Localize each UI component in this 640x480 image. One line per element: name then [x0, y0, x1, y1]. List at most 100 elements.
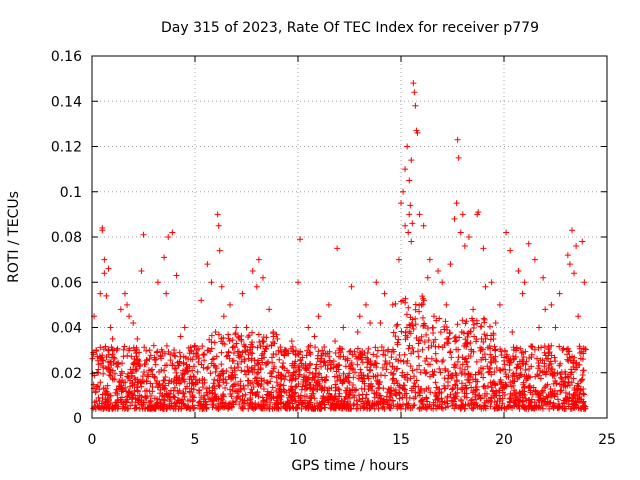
roti-point-bg: [336, 393, 343, 400]
roti-point-bg: [293, 405, 300, 412]
roti-point-bg: [414, 366, 421, 373]
roti-point-bg: [430, 372, 437, 379]
roti-point: [274, 335, 281, 342]
roti-point-bg: [575, 361, 582, 368]
roti-point: [198, 297, 205, 304]
roti-point-bg: [313, 361, 320, 368]
roti-point-bg: [425, 337, 432, 344]
roti-point-bg: [99, 391, 106, 398]
roti-point-bg: [178, 404, 185, 411]
roti-point-bg: [159, 382, 166, 389]
roti-point-bg: [346, 395, 353, 402]
roti-point: [488, 279, 495, 286]
roti-point-bg: [323, 373, 330, 380]
roti-point-bg: [281, 376, 288, 383]
roti-point-bg: [492, 346, 499, 353]
roti-point-bg: [255, 381, 262, 388]
roti-point-bg: [369, 387, 376, 394]
roti-point-bg: [108, 354, 115, 361]
roti-point-bg: [136, 363, 143, 370]
roti-point-bg: [421, 366, 428, 373]
roti-point-bg: [234, 348, 241, 355]
roti-point-bg: [328, 361, 335, 368]
roti-point-bg: [526, 355, 533, 362]
roti-point-bg: [233, 388, 240, 395]
roti-point-bg: [407, 375, 414, 382]
roti-point-bg: [280, 360, 287, 367]
roti-point-bg: [371, 394, 378, 401]
roti-point-bg: [379, 364, 386, 371]
roti-point-bg: [312, 373, 319, 380]
roti-point-bg: [520, 398, 527, 405]
roti-point-bg: [235, 388, 242, 395]
roti-point-bg: [405, 304, 412, 311]
roti-point-bg: [320, 359, 327, 366]
roti-point: [356, 313, 363, 320]
roti-point-bg: [477, 323, 484, 330]
roti-point-bg: [562, 389, 569, 396]
roti-point-bg: [580, 390, 587, 397]
roti-point: [408, 238, 415, 245]
roti-point-bg: [294, 350, 301, 357]
roti-point-bg: [437, 369, 444, 376]
roti-point-bg: [398, 328, 405, 335]
roti-point-bg: [268, 342, 275, 349]
roti-point-bg: [408, 387, 415, 394]
roti-point-bg: [109, 351, 116, 358]
roti-point-bg: [479, 354, 486, 361]
roti-point-bg: [407, 363, 414, 370]
roti-point-bg: [357, 351, 364, 358]
roti-point-bg: [406, 328, 413, 335]
roti-point-bg: [319, 347, 326, 354]
roti-point-bg: [298, 386, 305, 393]
roti-point-bg: [412, 301, 419, 308]
roti-point-bg: [292, 384, 299, 391]
roti-point-bg: [182, 366, 189, 373]
roti-point-bg: [402, 332, 409, 339]
roti-point-bg: [229, 369, 236, 376]
roti-point-bg: [535, 360, 542, 367]
roti-point-bg: [536, 403, 543, 410]
roti-point-bg: [410, 395, 417, 402]
roti-point-bg: [306, 369, 313, 376]
roti-point-bg: [481, 390, 488, 397]
roti-point-bg: [124, 373, 131, 380]
roti-point-bg: [301, 393, 308, 400]
roti-point-bg: [467, 353, 474, 360]
roti-point-bg: [202, 398, 209, 405]
roti-point: [243, 324, 250, 331]
roti-point-bg: [96, 398, 103, 404]
roti-point-bg: [295, 380, 302, 387]
roti-point: [459, 211, 466, 218]
roti-point: [451, 215, 458, 222]
roti-point-bg: [447, 329, 454, 336]
roti-point: [420, 222, 427, 229]
y-tick-label: 0.1: [60, 185, 82, 201]
roti-point-bg: [302, 364, 309, 371]
roti-point-bg: [442, 404, 449, 411]
roti-point-bg: [433, 405, 440, 412]
roti-point-bg: [395, 389, 402, 396]
roti-point-bg: [488, 395, 495, 402]
roti-point-bg: [152, 374, 159, 381]
roti-point-bg: [514, 364, 521, 371]
roti-point-bg: [321, 358, 328, 365]
roti-point-bg: [244, 367, 251, 374]
roti-point-bg: [365, 345, 372, 352]
roti-point-bg: [200, 351, 207, 358]
roti-point-bg: [498, 405, 505, 412]
roti-point-bg: [187, 356, 194, 363]
roti-point-bg: [448, 397, 455, 404]
roti-point: [416, 211, 423, 218]
roti-point-bg: [116, 378, 123, 385]
roti-point: [113, 347, 120, 354]
roti-point-bg: [255, 361, 262, 368]
roti-point-bg: [317, 405, 324, 412]
roti-point-bg: [535, 344, 542, 351]
roti-point-bg: [141, 344, 148, 351]
roti-point-bg: [234, 394, 241, 401]
roti-point: [249, 267, 256, 274]
roti-point-bg: [545, 391, 552, 398]
roti-point-bg: [568, 369, 575, 376]
roti-point-bg: [247, 349, 254, 356]
